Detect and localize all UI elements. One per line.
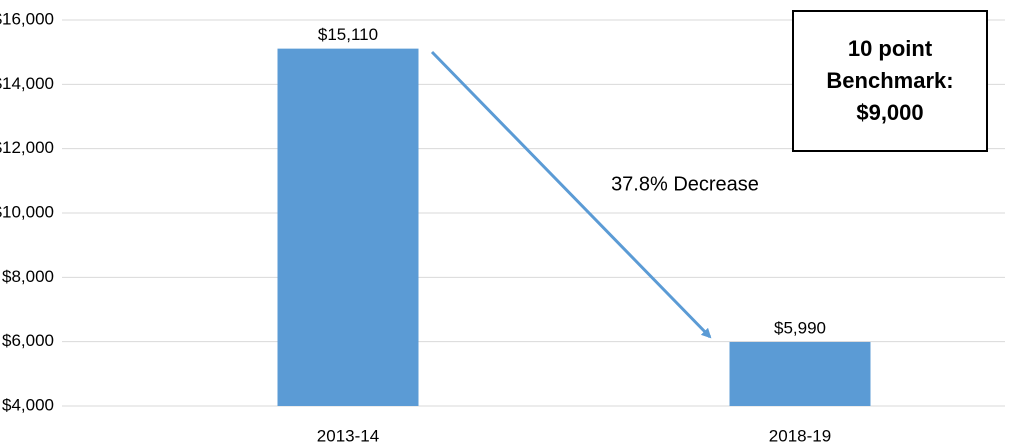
annotation: 37.8% Decrease xyxy=(611,173,759,195)
y-tick-label: $6,000 xyxy=(2,331,54,350)
bar xyxy=(277,48,419,407)
bar xyxy=(729,341,871,406)
y-tick-label: $16,000 xyxy=(0,9,54,28)
y-tick-label: $4,000 xyxy=(2,395,54,414)
y-tick-label: $12,000 xyxy=(0,138,54,157)
arrow xyxy=(430,50,712,339)
x-tick-label: 2013-14 xyxy=(317,426,379,445)
benchmark-box: 10 point Benchmark: $9,000 xyxy=(792,10,988,152)
data-label: $5,990 xyxy=(774,318,826,337)
y-tick-label: $14,000 xyxy=(0,74,54,93)
y-tick-label: $10,000 xyxy=(0,202,54,221)
x-tick-label: 2018-19 xyxy=(769,426,831,445)
y-tick-label: $8,000 xyxy=(2,267,54,286)
data-label: $15,110 xyxy=(318,25,378,44)
